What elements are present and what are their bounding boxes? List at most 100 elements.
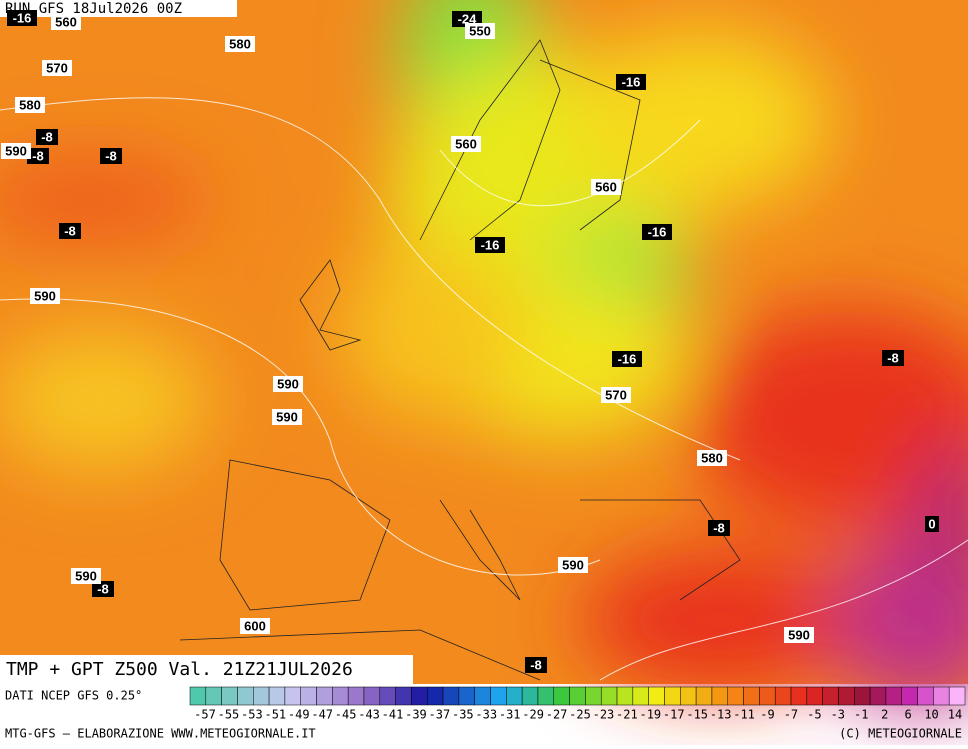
temp-label: -8 xyxy=(105,148,117,163)
temp-label: -8 xyxy=(713,520,725,535)
scale-label: -23 xyxy=(593,708,615,722)
scale-swatch xyxy=(585,686,602,706)
scale-label: -55 xyxy=(218,708,240,722)
scale-swatch xyxy=(490,686,507,706)
scale-label: -17 xyxy=(663,708,685,722)
scale-label: 10 xyxy=(924,708,938,722)
scale-swatch xyxy=(885,686,902,706)
scale-swatch xyxy=(458,686,475,706)
scale-label: -19 xyxy=(639,708,661,722)
gpt-label-box xyxy=(697,450,727,466)
gpt-label: 550 xyxy=(469,23,491,38)
scale-swatch xyxy=(901,686,918,706)
gpt-label-box xyxy=(272,409,302,425)
scale-label: -57 xyxy=(194,708,216,722)
gpt-label-box xyxy=(784,627,814,643)
scale-swatch xyxy=(917,686,934,706)
gpt-label: 590 xyxy=(276,409,298,424)
scale-label: -51 xyxy=(264,708,286,722)
title-box xyxy=(0,655,413,684)
scale-swatch xyxy=(774,686,792,706)
scale-swatch xyxy=(268,686,286,706)
gpt-label: 570 xyxy=(46,60,68,75)
scale-label: -53 xyxy=(241,708,263,722)
scale-swatch xyxy=(411,686,428,706)
temp-label: -8 xyxy=(41,129,53,144)
gpt-label-box xyxy=(42,60,72,76)
scale-label: -41 xyxy=(382,708,404,722)
temp-label-box xyxy=(882,350,904,366)
temp-label: -8 xyxy=(32,148,44,163)
scale-swatch xyxy=(363,686,381,706)
scale-swatch xyxy=(253,686,270,706)
scale-label: -13 xyxy=(710,708,732,722)
temp-label: -16 xyxy=(13,10,32,25)
scale-label: 6 xyxy=(905,708,912,722)
gpt-label: 590 xyxy=(788,627,810,642)
scale-swatch xyxy=(695,686,713,706)
gpt-label-box xyxy=(1,143,31,159)
scale-label: -35 xyxy=(452,708,474,722)
scale-label: 2 xyxy=(881,708,888,722)
temp-label-box xyxy=(100,148,122,164)
scale-swatch xyxy=(759,686,776,706)
gpt-label: 600 xyxy=(244,618,266,633)
scale-swatch xyxy=(221,686,238,706)
temp-label: -16 xyxy=(622,74,641,89)
gpt-label: 570 xyxy=(605,387,627,402)
scale-label: -45 xyxy=(335,708,357,722)
temp-label-box xyxy=(642,224,672,240)
run-label: RUN GFS 18Jul2026 00Z xyxy=(5,1,182,17)
run-box xyxy=(0,0,237,17)
temp-label: -16 xyxy=(618,351,637,366)
temp-label-box xyxy=(612,351,642,367)
temp-label-box xyxy=(59,223,81,239)
scale-swatch xyxy=(806,686,823,706)
scale-label: -25 xyxy=(569,708,591,722)
scale-swatch xyxy=(553,686,570,706)
gpt-label-box xyxy=(558,557,588,573)
temp-label: -16 xyxy=(481,237,500,252)
scale-swatch xyxy=(727,686,744,706)
scale-swatch xyxy=(316,686,333,706)
scale-swatch xyxy=(743,686,760,706)
temp-label-box xyxy=(36,129,58,145)
scale-swatch xyxy=(933,686,950,706)
gpt-label-box xyxy=(225,36,255,52)
temp-label-box xyxy=(925,516,939,532)
scale-label: -31 xyxy=(499,708,521,722)
gpt-label-box xyxy=(15,97,45,113)
gpt-label-box xyxy=(601,387,631,403)
gpt-label: 590 xyxy=(34,288,56,303)
scale-swatch xyxy=(521,686,539,706)
temp-label: -8 xyxy=(64,223,76,238)
data-source: DATI NCEP GFS 0.25° xyxy=(5,689,142,703)
scale-label: -43 xyxy=(358,708,380,722)
scale-label: -47 xyxy=(311,708,333,722)
scale-swatch xyxy=(379,686,396,706)
map-field xyxy=(0,0,968,710)
scale-swatch xyxy=(569,686,586,706)
scale-label: -37 xyxy=(429,708,451,722)
scale-label: -11 xyxy=(733,708,755,722)
temp-label-box xyxy=(525,657,547,673)
scale-label: -39 xyxy=(405,708,427,722)
coastlines xyxy=(179,39,741,681)
scale-swatch xyxy=(332,686,349,706)
gpt-label: 580 xyxy=(701,450,723,465)
gpt-label-box xyxy=(591,179,621,195)
scale-swatch xyxy=(426,686,444,706)
scale-label: -21 xyxy=(616,708,638,722)
scale-label: -33 xyxy=(475,708,497,722)
map-title: TMP + GPT Z500 Val. 21Z21JUL2026 xyxy=(6,659,353,680)
gpt-label-box xyxy=(30,288,60,304)
scale-swatch xyxy=(869,686,887,706)
temp-label-box xyxy=(7,10,37,26)
scale-label: 14 xyxy=(948,708,962,722)
temp-label-box xyxy=(27,148,49,164)
gpt-label: 560 xyxy=(55,14,77,29)
scale-label: -49 xyxy=(288,708,310,722)
temp-label: 0 xyxy=(928,516,935,531)
scale-swatch xyxy=(711,686,729,706)
